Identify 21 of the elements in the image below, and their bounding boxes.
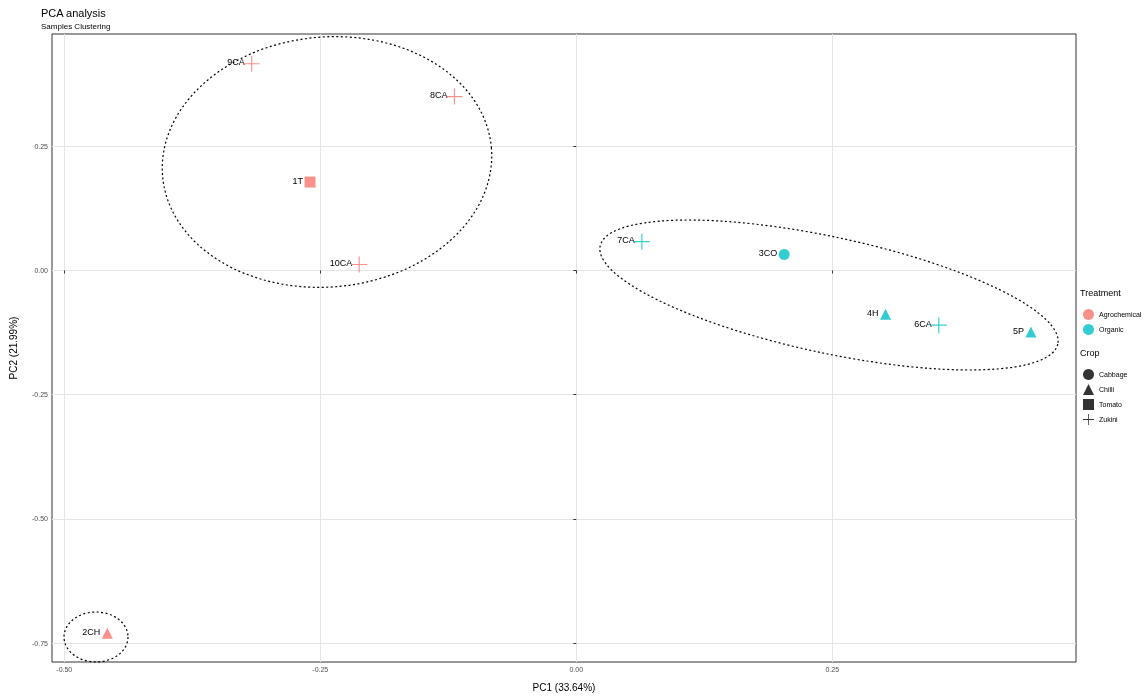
annotation: 5P: [1012, 325, 1024, 336]
annotation: 6CA: [914, 318, 932, 329]
text: Crop: [1080, 347, 1100, 358]
annotation: 7CA: [617, 235, 635, 246]
annotation: 10CA: [329, 258, 353, 269]
annotation: 8CA: [429, 90, 448, 101]
annotation: 3CO: [758, 248, 778, 259]
text: Treatment: [1080, 287, 1121, 298]
point: [1025, 326, 1037, 338]
annotation: 1T: [292, 175, 304, 186]
annotation: 2CH: [82, 626, 101, 637]
chart-subtitle: Samples Clustering: [41, 21, 111, 31]
y-axis-title: PC2 (21.99%): [7, 316, 19, 380]
point: [304, 176, 316, 188]
annotation: 9CA: [227, 57, 245, 68]
chart-title: PCA analysis: [41, 6, 107, 19]
point: [778, 249, 790, 261]
x-axis-title: PC1 (33.64%): [532, 681, 596, 693]
annotation: 4H: [867, 307, 879, 318]
point: [101, 627, 113, 639]
point: [880, 308, 892, 320]
